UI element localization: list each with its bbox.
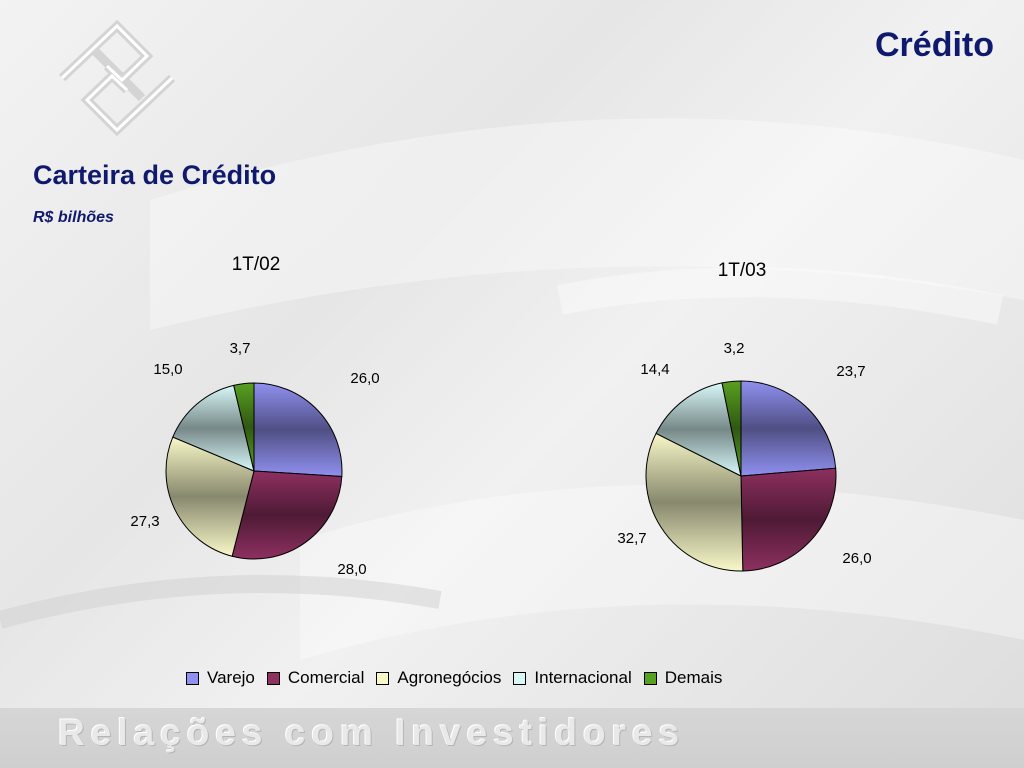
slice-agronegócios xyxy=(645,432,744,572)
pie-chart-1: 1T/02 26,0 28,0 27,3 15,0 3,7 xyxy=(130,254,379,578)
bank-logo-icon xyxy=(58,19,176,137)
slice-internacional xyxy=(655,382,742,477)
legend-swatch xyxy=(643,671,657,685)
legend-swatch xyxy=(266,671,280,685)
slice-varejo xyxy=(740,380,837,477)
slice-agronegócios xyxy=(165,436,255,557)
legend-label: Demais xyxy=(664,668,723,687)
slice-comercial xyxy=(231,470,343,560)
data-label-agronegócios: 32,7 xyxy=(617,530,646,547)
legend-label: Internacional xyxy=(534,668,632,687)
section-title: Carteira de Crédito xyxy=(33,160,277,190)
data-label-agronegócios: 27,3 xyxy=(130,513,159,530)
data-label-comercial: 26,0 xyxy=(842,550,871,567)
data-label-internacional: 14,4 xyxy=(640,361,669,378)
data-label-demais: 3,2 xyxy=(724,340,745,357)
legend-label: Comercial xyxy=(287,668,365,687)
footer-text: Relações com Investidores xyxy=(58,712,686,753)
legend-item-varejo: Varejo xyxy=(186,668,255,688)
data-label-internacional: 15,0 xyxy=(153,361,182,378)
legend-swatch xyxy=(186,671,199,685)
unit-label: R$ bilhões xyxy=(33,209,114,226)
slice-comercial xyxy=(740,467,837,572)
legend-item-demais: Demais xyxy=(643,668,723,688)
data-label-varejo: 26,0 xyxy=(350,370,379,387)
page-title: Crédito xyxy=(875,26,994,64)
slice-demais xyxy=(721,380,742,477)
legend-swatch xyxy=(376,671,390,685)
data-label-demais: 3,7 xyxy=(230,340,251,357)
chart-title: 1T/03 xyxy=(718,260,767,281)
legend-item-comercial: Comercial xyxy=(266,668,365,688)
data-label-comercial: 28,0 xyxy=(337,561,366,578)
slice-demais xyxy=(233,382,255,472)
pie-charts: 1T/02 26,0 28,0 27,3 15,0 3,7 1T/03 23,7 26,0 32,… xyxy=(130,254,872,578)
pie-chart-2: 1T/03 23,7 26,0 32,7 14,4 3,2 xyxy=(617,260,872,572)
legend-label: Varejo xyxy=(207,668,255,687)
legend-swatch xyxy=(513,671,527,685)
legend-item-internacional: Internacional xyxy=(513,668,632,688)
data-label-varejo: 23,7 xyxy=(836,363,865,380)
legend-label: Agronegócios xyxy=(397,668,502,687)
footer-bar xyxy=(0,708,1024,768)
slice-internacional xyxy=(172,384,255,472)
legend-item-agronegócios: Agronegócios xyxy=(376,668,501,688)
chart-title: 1T/02 xyxy=(232,254,281,275)
slice-varejo xyxy=(253,382,343,478)
chart-legend: Varejo Comercial Agronegócios Internacional… xyxy=(186,668,734,688)
